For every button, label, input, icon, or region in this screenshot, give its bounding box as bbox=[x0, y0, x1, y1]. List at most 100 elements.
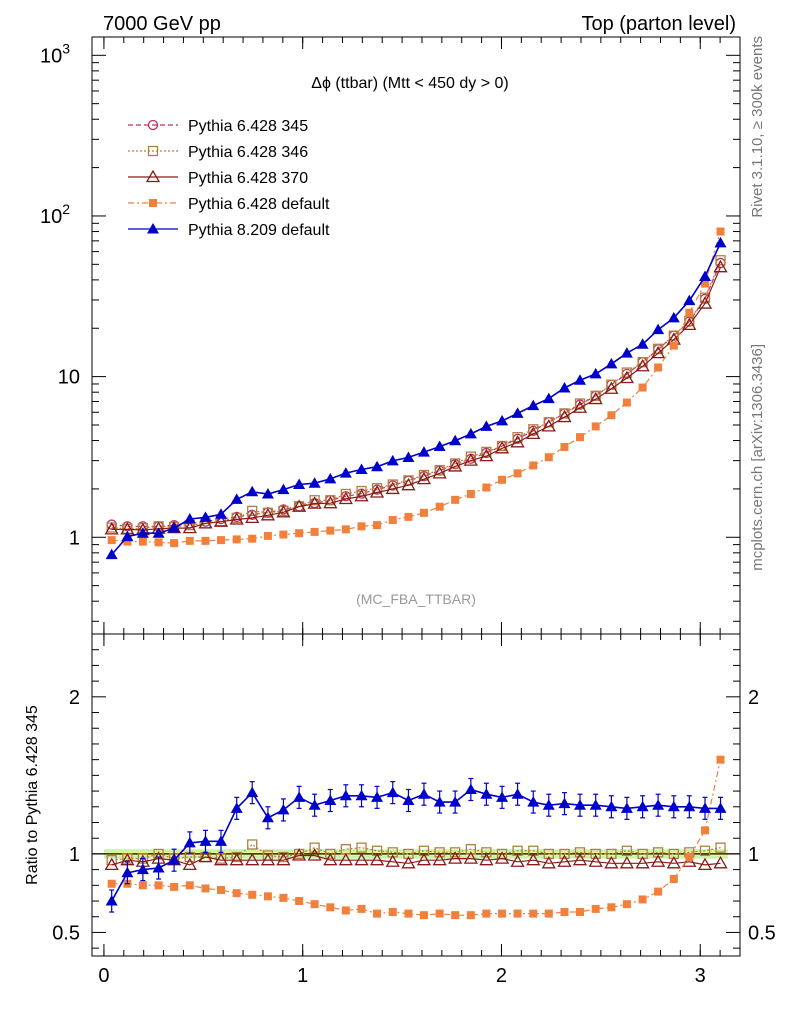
main-series-4-point bbox=[527, 399, 540, 411]
main-series-3-point bbox=[529, 461, 538, 470]
legend-entry: Pythia 8.209 default bbox=[128, 222, 330, 239]
ratio-series-2-point bbox=[575, 908, 584, 917]
ratio-series-1-point bbox=[572, 852, 588, 866]
main-series-3-point bbox=[170, 539, 179, 548]
main-series-3-point bbox=[310, 527, 319, 536]
ratio-plot-panel: 0.5 0.5 1 1 2 2 0 1 2 3 Ratio to Pythia 6.428 345 bbox=[24, 633, 776, 987]
main-series-3-point bbox=[451, 495, 460, 504]
ratio-series-0-point bbox=[247, 839, 258, 850]
ratio-series-3-point bbox=[215, 835, 228, 846]
main-ytick-label: 10 bbox=[58, 367, 80, 389]
ratio-series-3-point bbox=[496, 791, 509, 802]
main-series-4-point bbox=[433, 440, 446, 452]
main-series-4-point bbox=[449, 434, 462, 446]
main-series-4-point bbox=[589, 367, 602, 379]
main-series-2-point bbox=[479, 448, 494, 462]
main-series-4-point bbox=[215, 508, 228, 519]
ratio-series-3-point bbox=[573, 799, 586, 810]
ratio-series-2-point bbox=[498, 909, 507, 918]
main-series-3-point bbox=[326, 526, 335, 535]
ratio-series-2-point bbox=[170, 882, 179, 891]
ratio-series-0-point bbox=[559, 848, 570, 860]
main-series-3-point bbox=[591, 422, 600, 431]
ratio-series-0-point bbox=[278, 851, 289, 863]
ratio-series-0-point bbox=[356, 842, 367, 853]
ratio-series-1-point bbox=[338, 852, 353, 866]
main-series-2-point bbox=[619, 370, 635, 384]
ratio-series-1-point bbox=[463, 851, 478, 864]
ratio-series-3-point bbox=[324, 794, 337, 805]
ratio-series-3-point bbox=[168, 854, 181, 865]
main-series-4-point bbox=[417, 446, 430, 457]
main-series-3-point bbox=[248, 534, 257, 543]
legend-entry: Pythia 6.428 default bbox=[128, 196, 330, 213]
mcplots-label: mcplots.cern.ch [arXiv:1306.3436] bbox=[749, 344, 766, 571]
ratio-series-2-point bbox=[310, 900, 319, 909]
ratio-series-3-point bbox=[464, 783, 477, 795]
ratio-series-2-point bbox=[201, 884, 210, 893]
legend-entry: Pythia 6.428 345 bbox=[128, 118, 308, 135]
ratio-series-3-point bbox=[261, 811, 274, 823]
main-series-3-point bbox=[716, 227, 725, 236]
ratio-series-0-point bbox=[325, 848, 336, 860]
ratio-series-1-point bbox=[697, 857, 713, 871]
legend-label: Pythia 6.428 default bbox=[188, 196, 330, 213]
main-series-2 bbox=[104, 259, 728, 536]
ratio-series-2-point bbox=[482, 909, 491, 918]
main-series-2-point bbox=[198, 516, 213, 529]
main-series-3-point bbox=[638, 383, 647, 392]
main-series-2-point bbox=[307, 496, 322, 509]
ratio-series-1-point bbox=[448, 851, 463, 864]
ratio-series-2-point bbox=[419, 911, 428, 920]
main-series-2-line bbox=[111, 266, 722, 531]
main-series-3-point bbox=[404, 512, 413, 521]
main-series-1-point bbox=[559, 408, 570, 419]
main-series-4-point bbox=[558, 381, 571, 393]
legend-label: Pythia 6.428 370 bbox=[188, 170, 308, 187]
main-series-4-point bbox=[371, 460, 384, 472]
ratio-series-2-point bbox=[451, 911, 460, 920]
main-series-2-point bbox=[463, 453, 478, 466]
main-ytick-label: 102 bbox=[40, 201, 70, 228]
main-series-1-point bbox=[356, 485, 367, 497]
ratio-series-3 bbox=[105, 777, 727, 913]
main-series-1-point bbox=[309, 495, 320, 506]
main-series-3-point bbox=[373, 521, 382, 530]
ratio-series-3-point bbox=[605, 800, 618, 812]
ratio-series-2-point bbox=[154, 881, 163, 890]
main-series-4-point bbox=[542, 392, 555, 404]
main-series-4-point bbox=[714, 236, 727, 248]
ratio-series-1-point bbox=[198, 849, 213, 863]
ratio-series-1-point bbox=[354, 852, 369, 866]
main-series-3-point bbox=[123, 537, 132, 546]
ratio-series-1-point bbox=[650, 854, 666, 867]
main-series-1-point bbox=[450, 458, 461, 469]
main-series-3-point bbox=[466, 489, 475, 498]
ratio-series-3-point bbox=[542, 799, 555, 810]
main-series-3-point bbox=[498, 475, 507, 484]
main-series-2-point bbox=[276, 505, 291, 518]
main-series-2-point bbox=[541, 419, 556, 432]
main-series-4-point bbox=[480, 420, 493, 431]
ratio-series-2-point bbox=[669, 875, 678, 884]
main-series-3-point bbox=[263, 531, 272, 540]
ratio-series-2-point bbox=[638, 895, 647, 904]
ratio-series-0-point bbox=[309, 842, 320, 853]
ratio-series-3-point bbox=[417, 788, 430, 799]
main-series-2-point bbox=[213, 514, 229, 527]
main-series-4-point bbox=[136, 527, 149, 538]
ratio-series-2-point bbox=[107, 879, 116, 888]
ratio-series-3-point bbox=[480, 788, 493, 799]
ratio-ylabel: Ratio to Pythia 6.428 345 bbox=[24, 705, 41, 885]
ratio-series-3-point bbox=[402, 794, 415, 805]
legend-marker bbox=[145, 169, 161, 183]
ratio-series-1-point bbox=[307, 848, 322, 861]
analysis-watermark: (MC_FBA_TTBAR) bbox=[356, 591, 476, 607]
ratio-series-1-point bbox=[557, 854, 572, 867]
ratio-series-3-point bbox=[371, 791, 384, 802]
ratio-series-2-point bbox=[185, 881, 194, 890]
main-series-2-point bbox=[588, 391, 603, 405]
ratio-series-2-point bbox=[232, 889, 241, 898]
main-series-3-point bbox=[185, 536, 194, 545]
main-series-4-point bbox=[605, 357, 618, 369]
